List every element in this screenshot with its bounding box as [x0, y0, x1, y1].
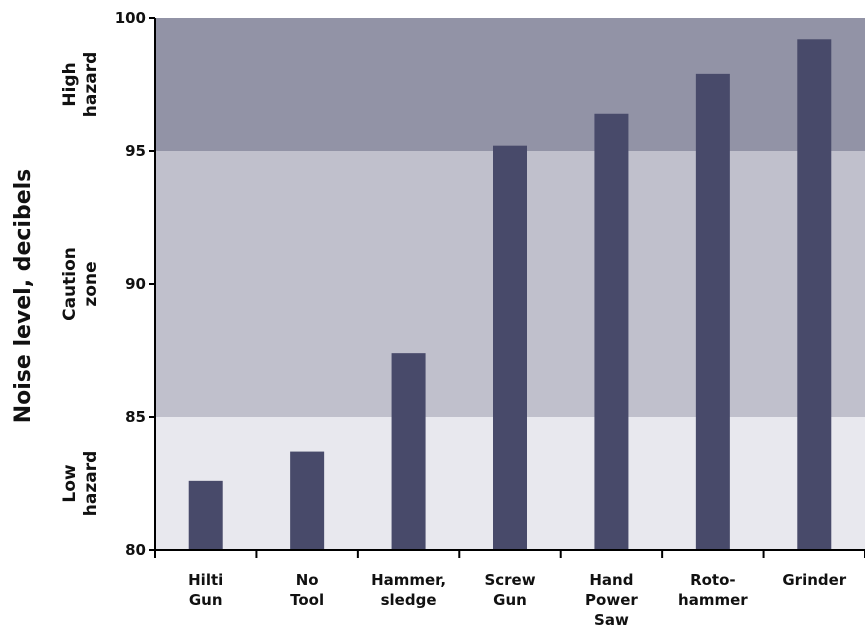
bar-5 — [695, 73, 730, 551]
category-label-2: Hammer, sledge — [371, 571, 446, 609]
zone-label-2: Highhazard — [60, 52, 101, 118]
category-label-5: Roto-hammer — [678, 571, 748, 609]
y-tick-label-0: 80 — [125, 541, 146, 559]
bar-1 — [290, 451, 325, 550]
labels: Lowhazard Cautionzone Highhazard 80 85 90 95 10… — [11, 9, 847, 629]
y-tick-label-4: 100 — [115, 9, 146, 27]
category-label-6: Grinder — [782, 571, 846, 589]
category-label-3: Screw Gun — [484, 571, 535, 609]
zone-label-0: Lowhazard — [60, 451, 101, 517]
bars — [188, 39, 832, 551]
bar-2 — [391, 353, 426, 550]
bar-3 — [493, 145, 527, 550]
category-label-0: Hilti Gun — [188, 571, 223, 609]
axes — [149, 17, 865, 558]
y-tick-label-3: 95 — [125, 142, 146, 160]
bar-6 — [797, 39, 832, 550]
y-tick-label-2: 90 — [125, 275, 146, 293]
y-tick-label-1: 85 — [125, 408, 146, 426]
y-axis-title: Noise level, decibels — [11, 169, 36, 424]
zone-label-1: Cautionzone — [60, 247, 101, 321]
bar-0 — [188, 480, 223, 550]
bar-4 — [594, 113, 629, 550]
category-label-4: Hand Power Saw — [585, 571, 638, 629]
zone-band-2 — [155, 18, 865, 151]
category-label-1: No Tool — [290, 571, 324, 609]
